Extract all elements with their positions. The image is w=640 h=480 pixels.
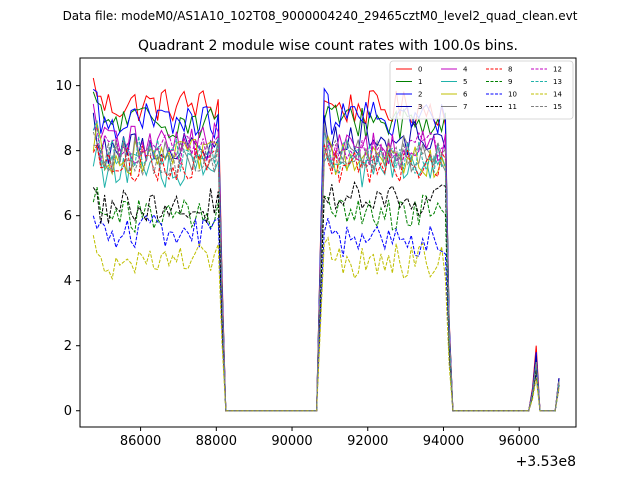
chart-title: Quadrant 2 module wise count rates with … — [138, 38, 518, 54]
legend-label-3: 3 — [418, 103, 422, 111]
legend-label-9: 9 — [508, 78, 512, 86]
legend-label-2: 2 — [418, 91, 422, 99]
plot-area — [80, 58, 576, 427]
legend-label-8: 8 — [508, 66, 512, 74]
x-tick-label: 92000 — [347, 434, 388, 449]
legend-label-7: 7 — [463, 103, 467, 111]
legend-box — [389, 60, 574, 120]
x-tick-label: 90000 — [271, 434, 312, 449]
y-tick-label: 2 — [64, 339, 72, 354]
series-line-14 — [92, 235, 560, 412]
y-axis: 0 2 4 6 8 10 — [55, 79, 80, 419]
series-line-15 — [92, 131, 560, 412]
y-tick-label: 8 — [64, 144, 72, 159]
legend-label-4: 4 — [463, 66, 468, 74]
legend-label-1: 1 — [418, 78, 422, 86]
x-tick-label: 88000 — [196, 434, 237, 449]
y-tick-label: 10 — [55, 79, 72, 94]
legend-label-11: 11 — [508, 103, 517, 111]
x-tick-label: 96000 — [499, 434, 540, 449]
legend-label-15: 15 — [553, 103, 562, 111]
axes-frame — [79, 57, 577, 428]
y-tick-label: 4 — [64, 274, 72, 289]
x-tick-label: 86000 — [120, 434, 161, 449]
legend-label-13: 13 — [553, 78, 562, 86]
y-tick-label: 0 — [64, 404, 72, 419]
legend-label-6: 6 — [463, 91, 468, 99]
legend-label-14: 14 — [553, 91, 562, 99]
x-tick-label: 94000 — [423, 434, 464, 449]
suptitle: Data file: modeM0/AS1A10_102T08_90000042… — [63, 9, 578, 23]
y-tick-label: 6 — [64, 209, 72, 224]
legend-label-0: 0 — [418, 66, 422, 74]
x-offset-text: +3.53e8 — [516, 454, 576, 470]
x-axis: 86000 88000 90000 92000 94000 96000 — [120, 427, 540, 449]
legend-label-5: 5 — [463, 78, 467, 86]
legend-label-10: 10 — [508, 91, 517, 99]
series-layer — [92, 77, 560, 412]
legend-label-12: 12 — [553, 66, 562, 74]
